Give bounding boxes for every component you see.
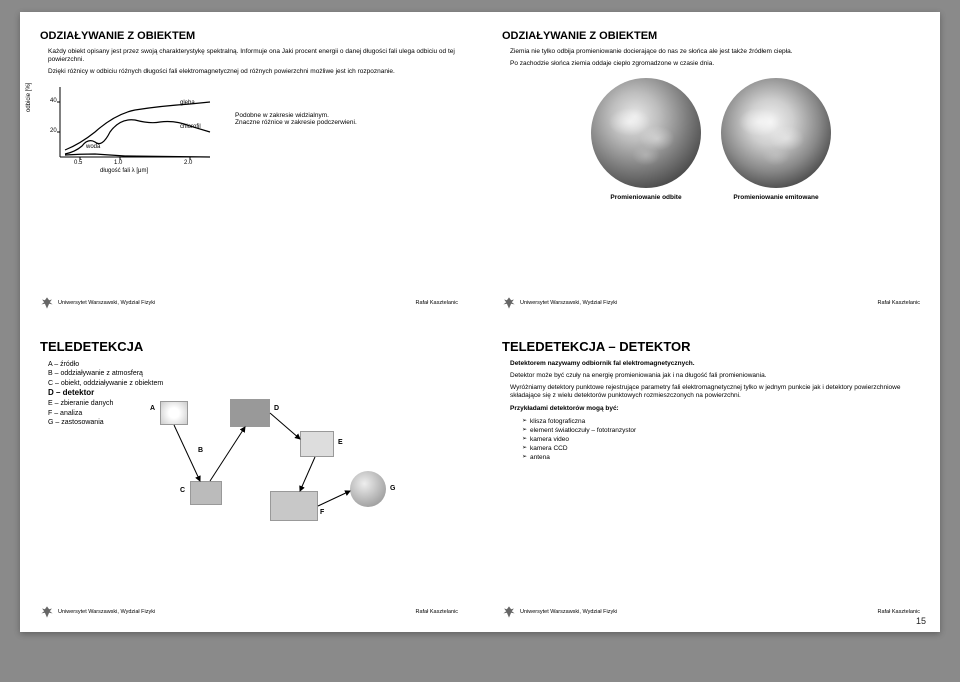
chart-note-2: Znaczne różnice w zakresie podczerwieni. [235,119,365,126]
slide-1-body: Każdy obiekt opisany jest przez swoją ch… [40,48,458,76]
footer-left-text: Uniwersytet Warszawski, Wydział Fizyki [58,609,155,615]
detector-list: klisza fotograficzna element światłoczuł… [522,417,920,462]
slide-3: TELEDETEKCJA A – źródło B – oddziaływani… [30,331,468,622]
reflectance-chart: odbicie [%] 40 20 0.5 1.0 2.0 długość fa… [40,82,220,172]
slide-4: TELEDETEKCJA – DETEKTOR Detektorem nazyw… [492,331,930,622]
footer-right-text: Rafał Kasztelanic [878,609,921,615]
slide-4-p2: Detektor może być czuły na energię promi… [510,372,920,380]
caption-right: Promieniowanie emitowane [733,194,818,201]
item-a: A – źródło [48,360,458,369]
ytick-40: 40 [50,98,57,104]
bullet-2: element światłoczuły – fototranzystor [522,426,920,435]
footer-left-text: Uniwersytet Warszawski, Wydział Fizyki [58,300,155,306]
series-woda: woda [86,144,100,150]
x-axis-label: długość fali λ [μm] [100,168,148,174]
slide-4-p3: Wyróżniamy detektory punktowe rejestrują… [510,384,920,400]
xtick-05: 0.5 [74,160,82,166]
slide-3-title: TELEDETEKCJA [40,339,458,354]
slide-4-p4: Przykładami detektorów mogą być: [510,405,920,413]
earth-row: Promieniowanie odbite Promieniowanie emi… [502,78,920,201]
earth-reflected [591,78,701,188]
slide-1-p1: Każdy obiekt opisany jest przez swoją ch… [48,48,458,64]
eagle-icon [502,296,516,310]
footer-right-text: Rafał Kasztelanic [416,609,459,615]
series-chlorofil: chlorofil [180,124,201,130]
slide-4-p1: Detektorem nazywamy odbiornik fal elektr… [510,360,920,368]
footer-right-text: Rafał Kasztelanic [416,300,459,306]
chart-note-1: Podobne w zakresie widzialnym. [235,112,365,119]
slides-grid: ODZIAŁYWANIE Z OBIEKTEM Każdy obiekt opi… [30,22,930,622]
slide-2-title: ODZIAŁYWANIE Z OBIEKTEM [502,30,920,42]
earth-col-right: Promieniowanie emitowane [721,78,831,201]
slide-1-title: ODZIAŁYWANIE Z OBIEKTEM [40,30,458,42]
item-c: C – obiekt, oddziaływanie z obiektem [48,379,458,388]
slide-4-title: TELEDETEKCJA – DETEKTOR [502,339,920,354]
earth-emitted [721,78,831,188]
slide-2-footer: Uniwersytet Warszawski, Wydział Fizyki R… [502,296,920,310]
xtick-10: 1.0 [114,160,122,166]
ytick-20: 20 [50,128,57,134]
slide-2-p1: Ziemia nie tylko odbija promieniowanie d… [510,48,920,56]
bullet-1: klisza fotograficzna [522,417,920,426]
slide-1-footer: Uniwersytet Warszawski, Wydział Fizyki R… [40,296,458,310]
slide-2: ODZIAŁYWANIE Z OBIEKTEM Ziemia nie tylko… [492,22,930,313]
series-gleba: gleba [180,100,195,106]
page: ODZIAŁYWANIE Z OBIEKTEM Każdy obiekt opi… [20,12,940,632]
slide-4-footer: Uniwersytet Warszawski, Wydział Fizyki R… [502,605,920,619]
slide-4-body: Detektorem nazywamy odbiornik fal elektr… [502,360,920,462]
item-b: B – oddziaływanie z atmosferą [48,369,458,378]
eagle-icon [40,605,54,619]
slide-2-body: Ziemia nie tylko odbija promieniowanie d… [502,48,920,68]
eagle-icon [502,605,516,619]
footer-right-text: Rafał Kasztelanic [878,300,921,306]
teledetekcja-diagram: A D B C E F G [150,391,410,531]
xtick-20: 2.0 [184,160,192,166]
bullet-3: kamera video [522,435,920,444]
page-number: 15 [916,616,926,626]
y-axis-label: odbicie [%] [26,83,32,112]
diagram-arrows [150,391,410,531]
caption-left: Promieniowanie odbite [610,194,681,201]
slide-1-p2: Dzięki różnicy w odbiciu różnych długośc… [48,68,458,76]
slide-2-p2: Po zachodzie słońca ziemia oddaje ciepło… [510,60,920,68]
earth-col-left: Promieniowanie odbite [591,78,701,201]
bullet-5: antena [522,453,920,462]
eagle-icon [40,296,54,310]
slide-1: ODZIAŁYWANIE Z OBIEKTEM Każdy obiekt opi… [30,22,468,313]
bullet-4: kamera CCD [522,444,920,453]
footer-left-text: Uniwersytet Warszawski, Wydział Fizyki [520,300,617,306]
slide-3-footer: Uniwersytet Warszawski, Wydział Fizyki R… [40,605,458,619]
footer-left-text: Uniwersytet Warszawski, Wydział Fizyki [520,609,617,615]
chart-note: Podobne w zakresie widzialnym. Znaczne r… [235,112,365,126]
